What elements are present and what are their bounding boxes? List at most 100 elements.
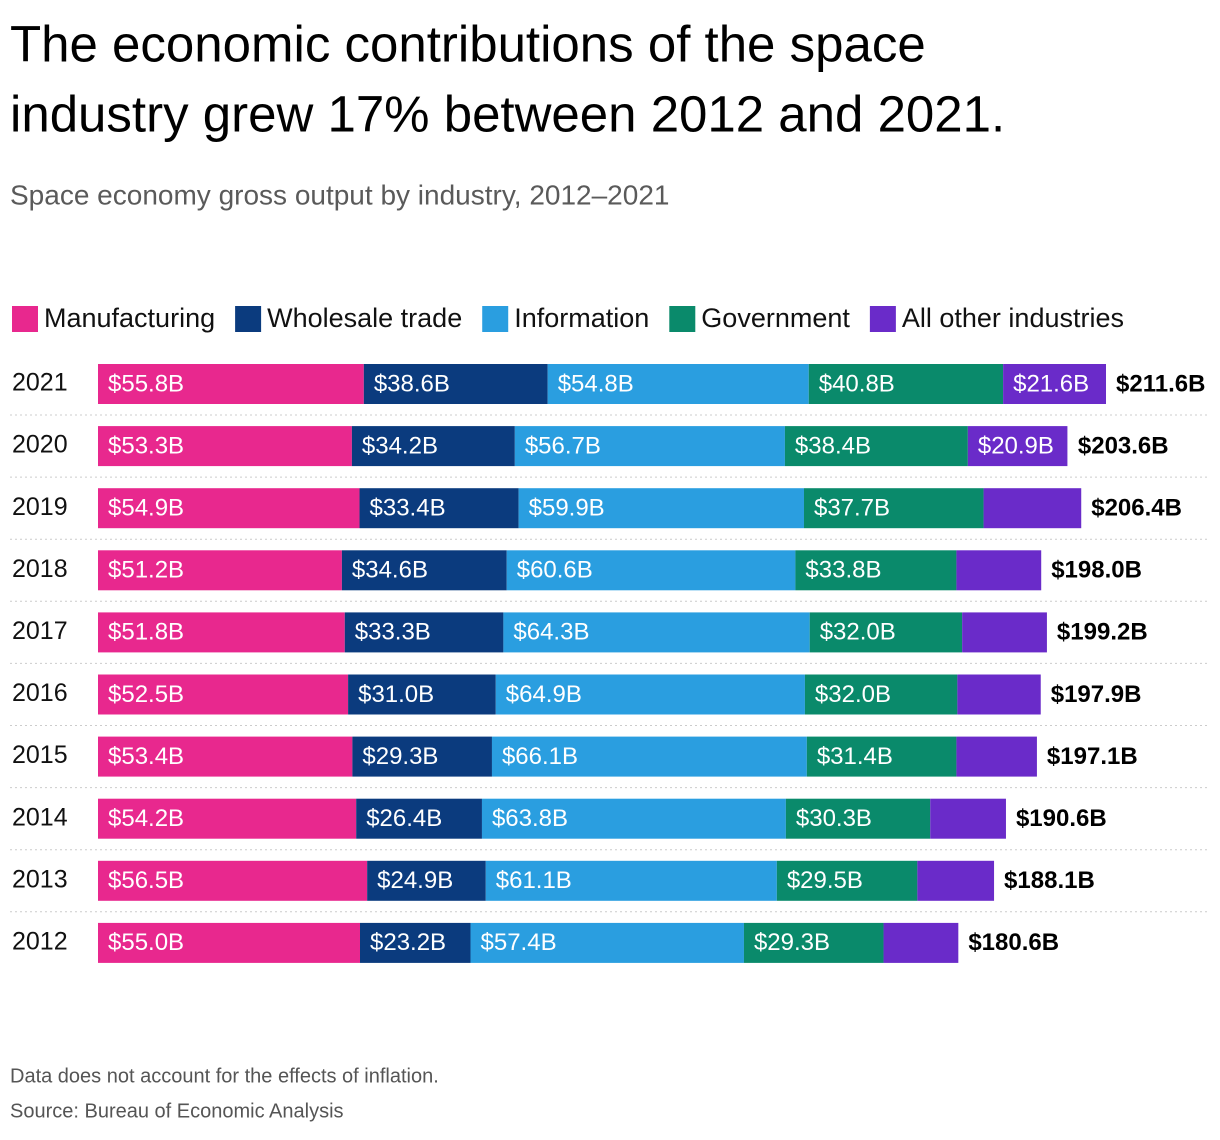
bar-segment	[883, 922, 959, 963]
value-label: $51.2B	[108, 557, 184, 584]
legend-swatch	[869, 306, 896, 332]
value-label: $30.3B	[796, 805, 872, 832]
bar-segment	[1003, 364, 1106, 404]
bar-segment	[784, 426, 968, 467]
value-label: $54.2B	[108, 805, 184, 832]
value-label: $26.4B	[366, 805, 442, 832]
subtitle: Space economy gross output by industry, …	[10, 179, 669, 210]
value-label: $21.6B	[1013, 370, 1089, 397]
y-tick-label: 2019	[12, 493, 68, 521]
value-label: $59.9B	[529, 495, 605, 522]
bar-segment	[344, 612, 504, 653]
bar-segment	[481, 798, 786, 839]
value-label: $31.0B	[358, 681, 434, 708]
value-label: $54.9B	[108, 495, 184, 522]
legend-label: Information	[514, 303, 649, 333]
legend-label: Manufacturing	[44, 303, 215, 333]
total-label: $190.6B	[1016, 805, 1107, 832]
bar-segment	[956, 736, 1037, 777]
legend-label: All other industries	[902, 303, 1124, 333]
value-label: $29.3B	[754, 929, 830, 956]
total-label: $203.6B	[1078, 432, 1169, 459]
legend-swatch	[12, 306, 38, 332]
source: Source: Bureau of Economic Analysis	[10, 1100, 344, 1122]
bar-segment	[98, 860, 368, 901]
y-tick-label: 2012	[12, 928, 68, 956]
value-label: $33.4B	[370, 495, 446, 522]
legend-swatch	[669, 306, 696, 332]
bar-segment	[352, 736, 492, 777]
bar-segment	[503, 612, 810, 653]
footnote: Data does not account for the effects of…	[10, 1065, 439, 1087]
bar-segment	[367, 860, 486, 901]
bar-segment	[495, 674, 805, 715]
bar-segment	[804, 674, 958, 715]
bar-segment	[98, 922, 361, 963]
value-label: $40.8B	[819, 370, 895, 397]
bar-segment	[917, 860, 995, 901]
legend-label: Government	[701, 303, 850, 333]
value-label: $23.2B	[370, 929, 446, 956]
value-label: $56.5B	[108, 867, 184, 894]
value-label: $64.9B	[506, 681, 582, 708]
bar-segment	[956, 550, 1042, 591]
y-tick-label: 2021	[12, 369, 68, 397]
value-label: $57.4B	[481, 929, 557, 956]
value-label: $29.3B	[362, 743, 438, 770]
bar-segment	[930, 798, 1006, 839]
total-label: $197.1B	[1047, 743, 1138, 770]
value-label: $38.4B	[795, 432, 871, 459]
value-label: $34.6B	[352, 557, 428, 584]
total-label: $197.9B	[1051, 681, 1142, 708]
total-label: $188.1B	[1004, 867, 1095, 894]
chart-title: industry grew 17% between 2012 and 2021.	[10, 85, 1005, 142]
bar-segment	[743, 922, 884, 963]
total-label: $206.4B	[1091, 495, 1182, 522]
bar-segment	[506, 550, 796, 591]
value-label: $63.8B	[492, 805, 568, 832]
total-label: $211.6B	[1116, 370, 1205, 397]
bar-segment	[359, 488, 519, 529]
bar-segment	[795, 550, 957, 591]
value-label: $37.7B	[814, 495, 890, 522]
value-label: $55.0B	[108, 929, 184, 956]
legend-swatch	[482, 306, 509, 332]
bar-segment	[809, 612, 963, 653]
y-tick-label: 2020	[12, 431, 68, 459]
y-tick-label: 2014	[12, 803, 68, 831]
bar-segment	[962, 612, 1047, 653]
value-label: $53.4B	[108, 743, 184, 770]
bar-segment	[806, 736, 957, 777]
total-label: $180.6B	[968, 929, 1059, 956]
bar-segment	[518, 488, 804, 529]
bar-segment	[348, 674, 496, 715]
value-label: $60.6B	[517, 557, 593, 584]
value-label: $54.8B	[558, 370, 634, 397]
legend-swatch	[235, 306, 262, 332]
total-label: $199.2B	[1057, 619, 1148, 646]
value-label: $61.1B	[496, 867, 572, 894]
value-label: $51.8B	[108, 619, 184, 646]
bar-segment	[98, 798, 357, 839]
bar-segment	[363, 364, 548, 404]
value-label: $64.3B	[513, 619, 589, 646]
bar-segment	[341, 550, 507, 591]
bar-segment	[491, 736, 807, 777]
y-tick-label: 2017	[12, 617, 68, 645]
bar-segment	[803, 488, 984, 529]
value-label: $29.5B	[787, 867, 863, 894]
bar-segment	[808, 364, 1004, 404]
value-label: $32.0B	[815, 681, 891, 708]
bar-segment	[98, 550, 342, 591]
value-label: $32.0B	[820, 619, 896, 646]
value-label: $66.1B	[502, 743, 578, 770]
total-label: $198.0B	[1051, 557, 1142, 584]
value-label: $33.8B	[805, 557, 881, 584]
bar-segment	[98, 426, 352, 467]
value-label: $20.9B	[978, 432, 1054, 459]
value-label: $24.9B	[377, 867, 453, 894]
bar-segment	[98, 488, 360, 529]
chart-title: The economic contributions of the space	[10, 15, 926, 72]
bar-segment	[351, 426, 515, 467]
